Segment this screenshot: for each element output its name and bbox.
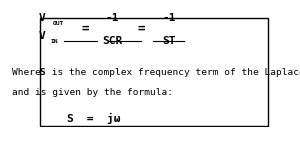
- Text: S: S: [40, 68, 46, 77]
- Text: OUT: OUT: [52, 21, 64, 26]
- Text: V: V: [39, 31, 46, 41]
- Text: is the complex frequency term of the Laplace transform: is the complex frequency term of the Lap…: [46, 68, 300, 77]
- Text: Where: Where: [12, 68, 46, 77]
- Text: =: =: [138, 22, 146, 35]
- Text: and is given by the formula:: and is given by the formula:: [12, 88, 173, 97]
- Text: SCR: SCR: [102, 36, 123, 46]
- Text: ST: ST: [163, 36, 176, 46]
- Text: =  jω: = jω: [80, 113, 120, 124]
- Text: V: V: [39, 13, 46, 23]
- Text: -1: -1: [163, 13, 176, 23]
- Text: -1: -1: [106, 13, 119, 23]
- Text: =: =: [81, 22, 88, 35]
- Text: IN: IN: [50, 39, 58, 44]
- Text: S: S: [66, 114, 73, 124]
